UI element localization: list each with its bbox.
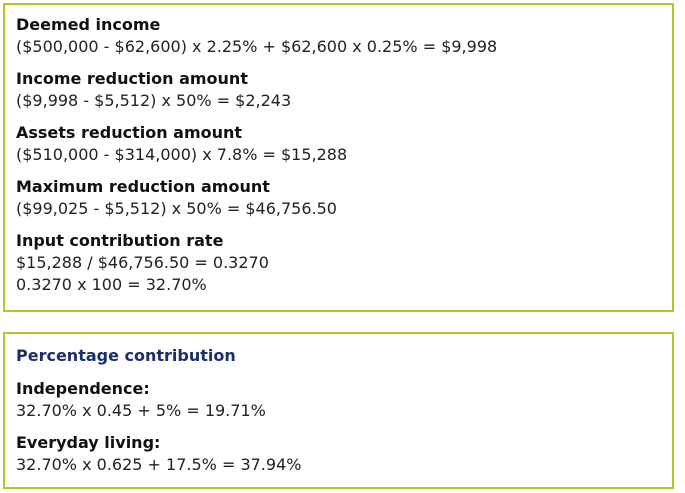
formula-line: ($9,998 - $5,512) x 50% = $2,243 (16, 91, 292, 110)
formula-line: 0.3270 x 100 = 32.70% (16, 275, 207, 294)
formula-line: ($510,000 - $314,000) x 7.8% = $15,288 (16, 145, 348, 164)
income-reduction-section: Income reduction amount ($9,998 - $5,512… (16, 68, 672, 112)
section-heading: Deemed income (16, 15, 161, 34)
input-contribution-rate-section: Input contribution rate $15,288 / $46,75… (16, 230, 672, 296)
maximum-reduction-section: Maximum reduction amount ($99,025 - $5,5… (16, 176, 672, 220)
deemed-income-section: Deemed income ($500,000 - $62,600) x 2.2… (16, 14, 672, 58)
percentage-contribution-box: Percentage contribution Independence: 32… (3, 332, 674, 489)
percentage-contribution-title: Percentage contribution (16, 346, 236, 365)
formula-line: 32.70% x 0.45 + 5% = 19.71% (16, 401, 266, 420)
section-heading: Maximum reduction amount (16, 177, 270, 196)
formula-line: 32.70% x 0.625 + 17.5% = 37.94% (16, 455, 302, 474)
formula-line: ($500,000 - $62,600) x 2.25% + $62,600 x… (16, 37, 498, 56)
section-heading: Input contribution rate (16, 231, 224, 250)
independence-section: Independence: 32.70% x 0.45 + 5% = 19.71… (16, 378, 672, 422)
formula-line: ($99,025 - $5,512) x 50% = $46,756.50 (16, 199, 337, 218)
calculation-box: Deemed income ($500,000 - $62,600) x 2.2… (3, 3, 674, 312)
section-heading: Income reduction amount (16, 69, 248, 88)
everyday-living-section: Everyday living: 32.70% x 0.625 + 17.5% … (16, 432, 672, 476)
section-heading: Everyday living: (16, 433, 161, 452)
section-heading: Assets reduction amount (16, 123, 243, 142)
formula-line: $15,288 / $46,756.50 = 0.3270 (16, 253, 269, 272)
assets-reduction-section: Assets reduction amount ($510,000 - $314… (16, 122, 672, 166)
section-heading: Independence: (16, 379, 150, 398)
